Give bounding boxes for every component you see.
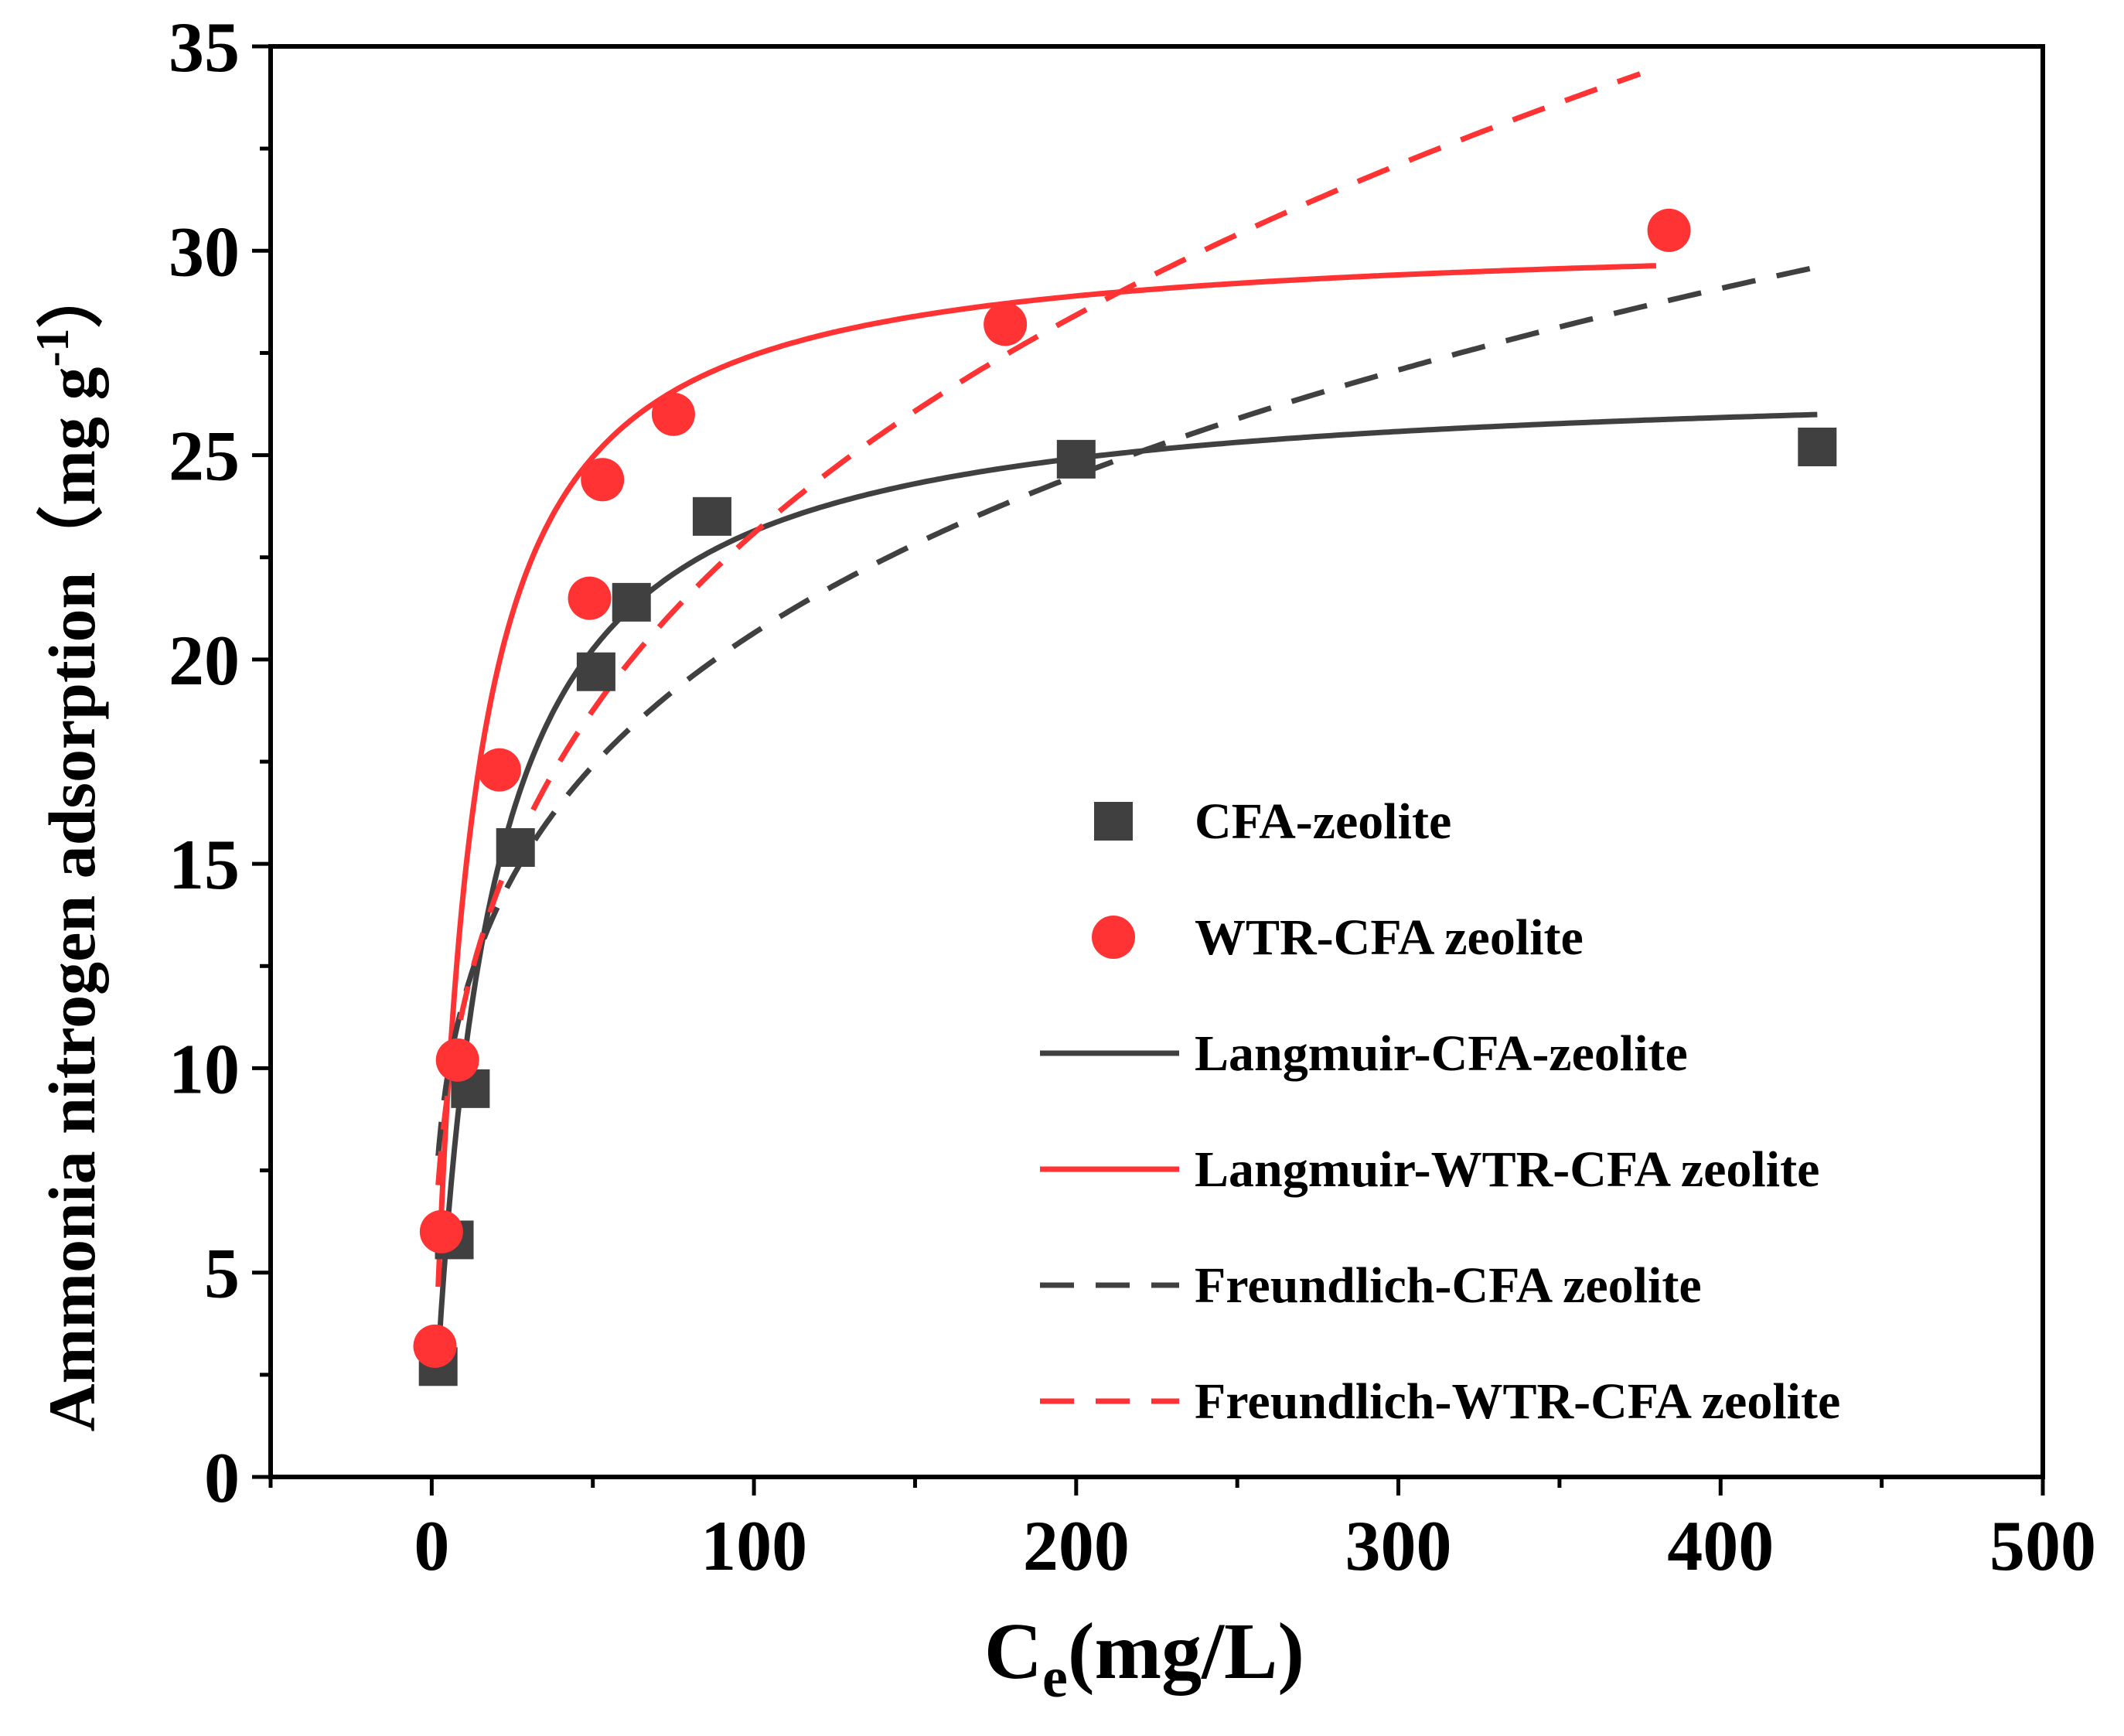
legend-label-cfa-zeolite: CFA-zeolite xyxy=(1195,793,1451,850)
y-axis-title-superscript: -1 xyxy=(27,329,78,367)
series-line-freundlich-wtr-cfa-zeolite xyxy=(435,71,1642,1185)
cfa-zeolite-point xyxy=(1798,428,1837,466)
wtr-cfa-zeolite-point xyxy=(477,748,521,792)
x-axis-title-rest: (mg/L) xyxy=(1068,1607,1304,1696)
legend-label-freundlich-wtr-cfa-zeolite: Freundlich-WTR-CFA zeolite xyxy=(1195,1373,1840,1430)
legend-label-langmuir-cfa-zeolite: Langmuir-CFA-zeolite xyxy=(1195,1025,1688,1082)
plot-frame xyxy=(268,44,2045,1479)
series-line-langmuir-wtr-cfa-zeolite xyxy=(435,263,1656,1288)
y-tick-label: 30 xyxy=(169,212,240,291)
y-tick-label: 35 xyxy=(169,8,240,87)
legend-marker-cfa-zeolite xyxy=(1094,802,1133,841)
series-line-freundlich-cfa-zeolite xyxy=(435,264,1819,1156)
y-tick-label: 25 xyxy=(169,417,240,496)
tick-labels: 0 100 200 300 400 500 0 5 10 15 20 25 30 35 xyxy=(169,8,2096,1585)
cfa-zeolite-point xyxy=(496,828,535,867)
legend: CFA-zeolite WTR-CFA zeolite Langmuir-CFA-z… xyxy=(1040,793,1840,1430)
y-axis-title-rest: ） xyxy=(35,262,109,329)
wtr-cfa-zeolite-point xyxy=(413,1324,457,1368)
x-tick-label: 0 xyxy=(414,1506,449,1585)
cfa-zeolite-point xyxy=(1056,439,1096,479)
legend-label-langmuir-wtr-cfa-zeolite: Langmuir-WTR-CFA zeolite xyxy=(1195,1141,1819,1198)
fit-curves xyxy=(435,71,1819,1359)
wtr-cfa-zeolite-point xyxy=(435,1038,479,1082)
y-tick-label: 10 xyxy=(169,1029,240,1108)
y-tick-label: 20 xyxy=(169,621,240,700)
y-tick-label: 0 xyxy=(204,1438,240,1517)
series-line-langmuir-cfa-zeolite xyxy=(435,411,1818,1359)
x-tick-label: 300 xyxy=(1345,1506,1452,1585)
x-axis-title-main: C xyxy=(984,1607,1042,1696)
axis-ticks xyxy=(252,44,2045,1496)
wtr-cfa-zeolite-point xyxy=(984,302,1028,346)
x-axis-title-subscript: e xyxy=(1042,1646,1068,1710)
legend-label-wtr-cfa-zeolite: WTR-CFA zeolite xyxy=(1195,909,1584,966)
data-markers xyxy=(413,208,1837,1386)
x-axis-title: Ce(mg/L) xyxy=(984,1607,1304,1710)
x-tick-label: 200 xyxy=(1023,1506,1130,1585)
cfa-zeolite-point xyxy=(612,582,651,622)
wtr-cfa-zeolite-point xyxy=(568,576,612,620)
y-tick-label: 5 xyxy=(204,1234,240,1313)
legend-label-freundlich-cfa-zeolite: Freundlich-CFA zeolite xyxy=(1195,1257,1702,1314)
y-tick-label: 15 xyxy=(169,825,240,904)
legend-marker-wtr-cfa-zeolite xyxy=(1092,916,1135,959)
y-axis-title-main: Ammonia nitrogen adsorption（mg g xyxy=(35,367,109,1432)
y-axis-title: Ammonia nitrogen adsorption（mg g-1） xyxy=(27,262,109,1432)
wtr-cfa-zeolite-point xyxy=(1647,208,1691,252)
wtr-cfa-zeolite-point xyxy=(651,392,695,436)
cfa-zeolite-point xyxy=(576,652,615,691)
wtr-cfa-zeolite-point xyxy=(581,458,625,502)
wtr-cfa-zeolite-point xyxy=(419,1209,463,1253)
cfa-zeolite-point xyxy=(692,496,731,536)
x-tick-label: 500 xyxy=(1989,1506,2096,1585)
x-tick-label: 100 xyxy=(701,1506,807,1585)
x-tick-label: 400 xyxy=(1667,1506,1774,1585)
